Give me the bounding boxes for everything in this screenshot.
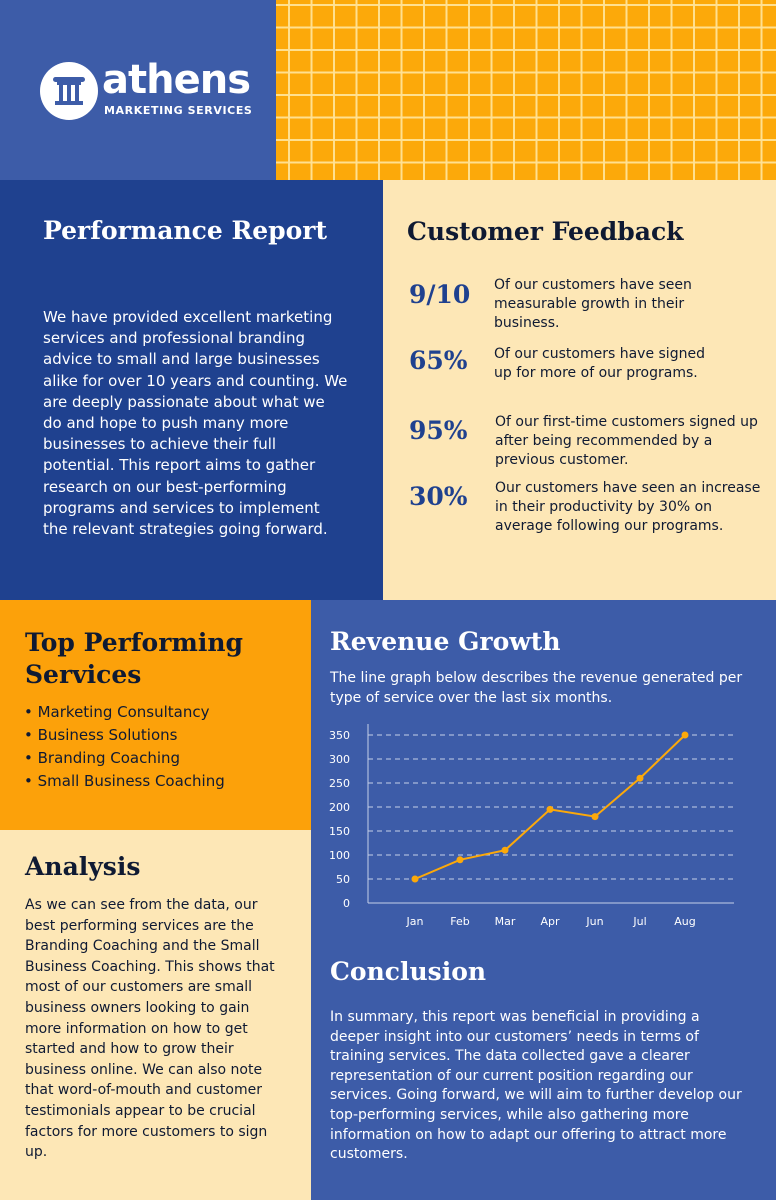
services-title: Top Performing Services (25, 628, 244, 689)
y-tick-label: 250 (329, 777, 350, 790)
data-point (411, 875, 419, 883)
y-tick-label: 150 (329, 825, 350, 838)
feedback-text: Of our first-time customers signed up af… (495, 414, 758, 468)
y-tick-label: 0 (343, 897, 350, 910)
revenue-subtitle: The line graph below describes the reven… (330, 670, 743, 706)
x-tick-label: Jan (406, 915, 424, 928)
data-point (456, 856, 464, 864)
x-tick-label: Feb (450, 915, 469, 928)
feedback-section: Customer Feedback 9/10 Of our customers … (383, 180, 776, 600)
logo-panel: athens MARKETING SERVICES (0, 0, 276, 180)
analysis-title: Analysis (25, 852, 141, 881)
y-tick-label: 300 (329, 753, 350, 766)
performance-body: We have provided excellent marketing ser… (43, 308, 348, 539)
feedback-stat: 65% (409, 346, 468, 375)
data-point (501, 846, 509, 854)
performance-title: Performance Report (43, 216, 328, 245)
y-tick-label: 100 (329, 849, 350, 862)
x-tick-label: Apr (540, 915, 560, 928)
feedback-text: Of our customers have signed up for more… (494, 346, 705, 381)
analysis-body: As we can see from the data, our best pe… (25, 897, 275, 1161)
conclusion-body: In summary, this report was beneficial i… (330, 1009, 742, 1163)
x-tick-label: Mar (495, 915, 516, 928)
list-item: • Branding Coaching (24, 749, 181, 767)
services-section: Top Performing Services • Marketing Cons… (0, 600, 311, 830)
data-point (591, 813, 599, 821)
list-item: • Marketing Consultancy (24, 703, 210, 721)
x-tick-label: Jun (585, 915, 603, 928)
services-list: • Marketing Consultancy • Business Solut… (24, 701, 225, 793)
performance-section: Performance Report We have provided exce… (0, 180, 383, 600)
brand-name: athens (102, 57, 251, 103)
feedback-text: Of our customers have seen measurable gr… (494, 277, 692, 331)
revenue-section: Revenue Growth The line graph below desc… (311, 600, 776, 1200)
list-item: • Small Business Coaching (24, 772, 225, 790)
analysis-section: Analysis As we can see from the data, ou… (0, 830, 311, 1200)
y-tick-label: 200 (329, 801, 350, 814)
y-tick-label: 50 (336, 873, 350, 886)
data-point (681, 731, 689, 739)
y-tick-label: 350 (329, 729, 350, 742)
feedback-stat: 30% (409, 482, 468, 511)
revenue-title: Revenue Growth (330, 627, 561, 656)
data-point (636, 774, 644, 782)
x-tick-label: Aug (674, 915, 695, 928)
feedback-stat: 95% (409, 416, 468, 445)
brand-subtitle: MARKETING SERVICES (104, 104, 253, 117)
feedback-stat: 9/10 (409, 280, 471, 309)
x-tick-label: Jul (632, 915, 646, 928)
data-point (546, 805, 554, 813)
feedback-text: Our customers have seen an increase in t… (495, 480, 761, 534)
decorative-grid (276, 0, 776, 180)
list-item: • Business Solutions (24, 726, 178, 744)
feedback-title: Customer Feedback (407, 217, 684, 246)
revenue-line-chart: 0 50 100 150 200 250 300 350 Jan Feb Mar Apr Jun Jul A… (329, 724, 734, 928)
column-logo-icon (40, 62, 98, 120)
conclusion-title: Conclusion (330, 957, 487, 986)
